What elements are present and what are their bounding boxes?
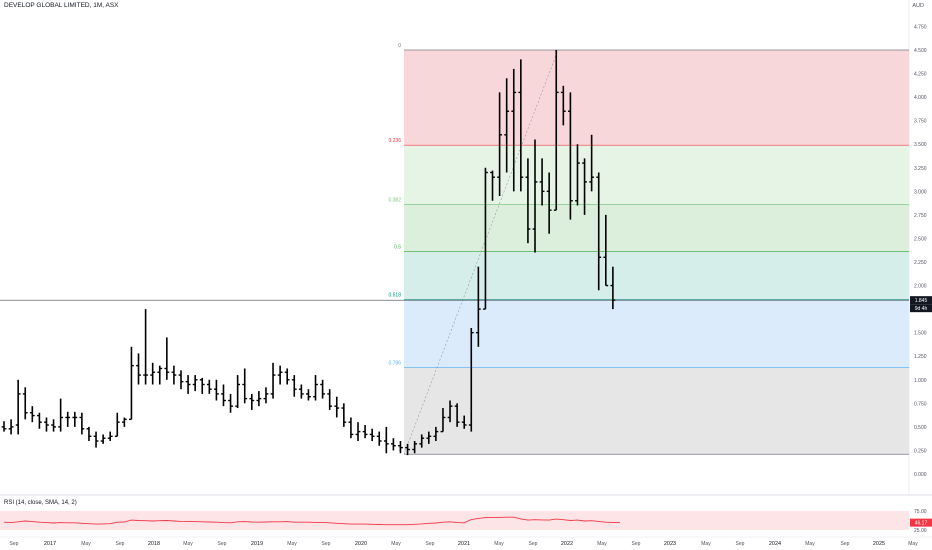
price-tick-label: 4.500 — [914, 48, 927, 54]
price-tick-label: 4.250 — [914, 72, 927, 78]
price-tick-label: 3.500 — [914, 142, 927, 148]
rsi-line — [3, 516, 621, 526]
symbol-title: DEVELOP GLOBAL LIMITED, 1M, ASX — [4, 2, 119, 9]
time-axis-label: May — [287, 541, 297, 547]
fib-level-label: 0.382 — [388, 198, 401, 204]
time-axis-label: May — [391, 541, 401, 547]
price-tick-label: 1.250 — [914, 354, 927, 360]
rsi-tick-label: 75.00 — [914, 509, 927, 515]
last-price-label: 1.845 — [915, 298, 928, 304]
last-price-tag — [910, 296, 932, 305]
price-tick-label: 2.000 — [914, 284, 927, 290]
price-tick-label: 1.000 — [914, 378, 927, 384]
price-tick-label: 0.250 — [914, 448, 927, 454]
time-axis-label: 2024 — [769, 541, 781, 547]
time-axis-label: 2020 — [355, 541, 367, 547]
rsi-value-tag — [910, 518, 932, 527]
time-axis-label: 2019 — [251, 541, 263, 547]
time-axis-label: May — [908, 541, 918, 547]
time-axis-label: Sep — [10, 541, 19, 547]
time-axis-label: Sep — [218, 541, 227, 547]
price-tick-label: 0.750 — [914, 401, 927, 407]
fib-level-label: 0 — [398, 43, 401, 49]
time-axis-label: Sep — [632, 541, 641, 547]
time-axis-label: Sep — [116, 541, 125, 547]
time-axis-label: 2023 — [664, 541, 676, 547]
rsi-title: RSI (14, close, SMA, 14, 2) — [4, 500, 77, 506]
price-tick-label: 3.250 — [914, 166, 927, 172]
price-tick-label: 3.750 — [914, 119, 927, 125]
fib-level-label: 0.618 — [388, 293, 401, 299]
price-tick-label: 0.500 — [914, 425, 927, 431]
time-axis-label: Sep — [322, 541, 331, 547]
price-tick-label: 2.250 — [914, 260, 927, 266]
time-axis-label: 2021 — [458, 541, 470, 547]
fib-trend-line — [403, 49, 559, 455]
fib-zone — [404, 367, 909, 455]
time-axis-label: May — [494, 541, 504, 547]
time-axis-label: 2022 — [561, 541, 573, 547]
time-axis-label: 2017 — [44, 541, 56, 547]
fib-zone — [404, 299, 909, 368]
time-axis-label: 2025 — [873, 541, 885, 547]
time-axis-label: May — [183, 541, 193, 547]
rsi-tick-label: 25.00 — [914, 528, 927, 534]
time-axis-label: May — [805, 541, 815, 547]
fib-zone — [404, 50, 909, 146]
time-axis-label: Sep — [736, 541, 745, 547]
time-axis-label: May — [597, 541, 607, 547]
price-tick-label: 2.500 — [914, 236, 927, 242]
currency-label: AUD — [912, 3, 924, 9]
price-tick-label: 4.000 — [914, 95, 927, 101]
countdown-label: 9d 4h — [915, 306, 928, 312]
price-tick-label: 0.000 — [914, 472, 927, 478]
time-axis-label: Sep — [529, 541, 538, 547]
price-tick-label: 3.000 — [914, 189, 927, 195]
rsi-value-label: 46.17 — [915, 521, 928, 527]
rsi-band — [0, 511, 909, 530]
time-axis-label: Sep — [841, 541, 850, 547]
fib-level-label: 0.236 — [388, 138, 401, 144]
time-axis-label: 2018 — [148, 541, 160, 547]
fib-zone — [404, 251, 909, 300]
time-axis-label: May — [701, 541, 711, 547]
time-axis-label: Sep — [426, 541, 435, 547]
fib-level-label: 0.786 — [388, 361, 401, 367]
fib-level-label: 0.5 — [394, 245, 401, 251]
time-axis-label: May — [81, 541, 91, 547]
fib-zone — [404, 145, 909, 205]
fib-zone — [404, 204, 909, 252]
price-tick-label: 1.500 — [914, 331, 927, 337]
price-tick-label: 2.750 — [914, 213, 927, 219]
countdown-tag — [910, 304, 932, 313]
price-tick-label: 4.750 — [914, 24, 927, 30]
